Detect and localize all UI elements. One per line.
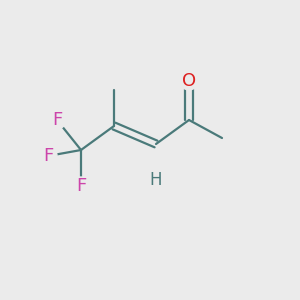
Circle shape: [180, 72, 198, 90]
Text: O: O: [182, 72, 196, 90]
Circle shape: [48, 111, 66, 129]
Circle shape: [72, 177, 90, 195]
Circle shape: [148, 172, 164, 188]
Text: F: F: [76, 177, 86, 195]
Text: F: F: [52, 111, 62, 129]
Text: F: F: [43, 147, 53, 165]
Text: H: H: [150, 171, 162, 189]
Circle shape: [39, 147, 57, 165]
